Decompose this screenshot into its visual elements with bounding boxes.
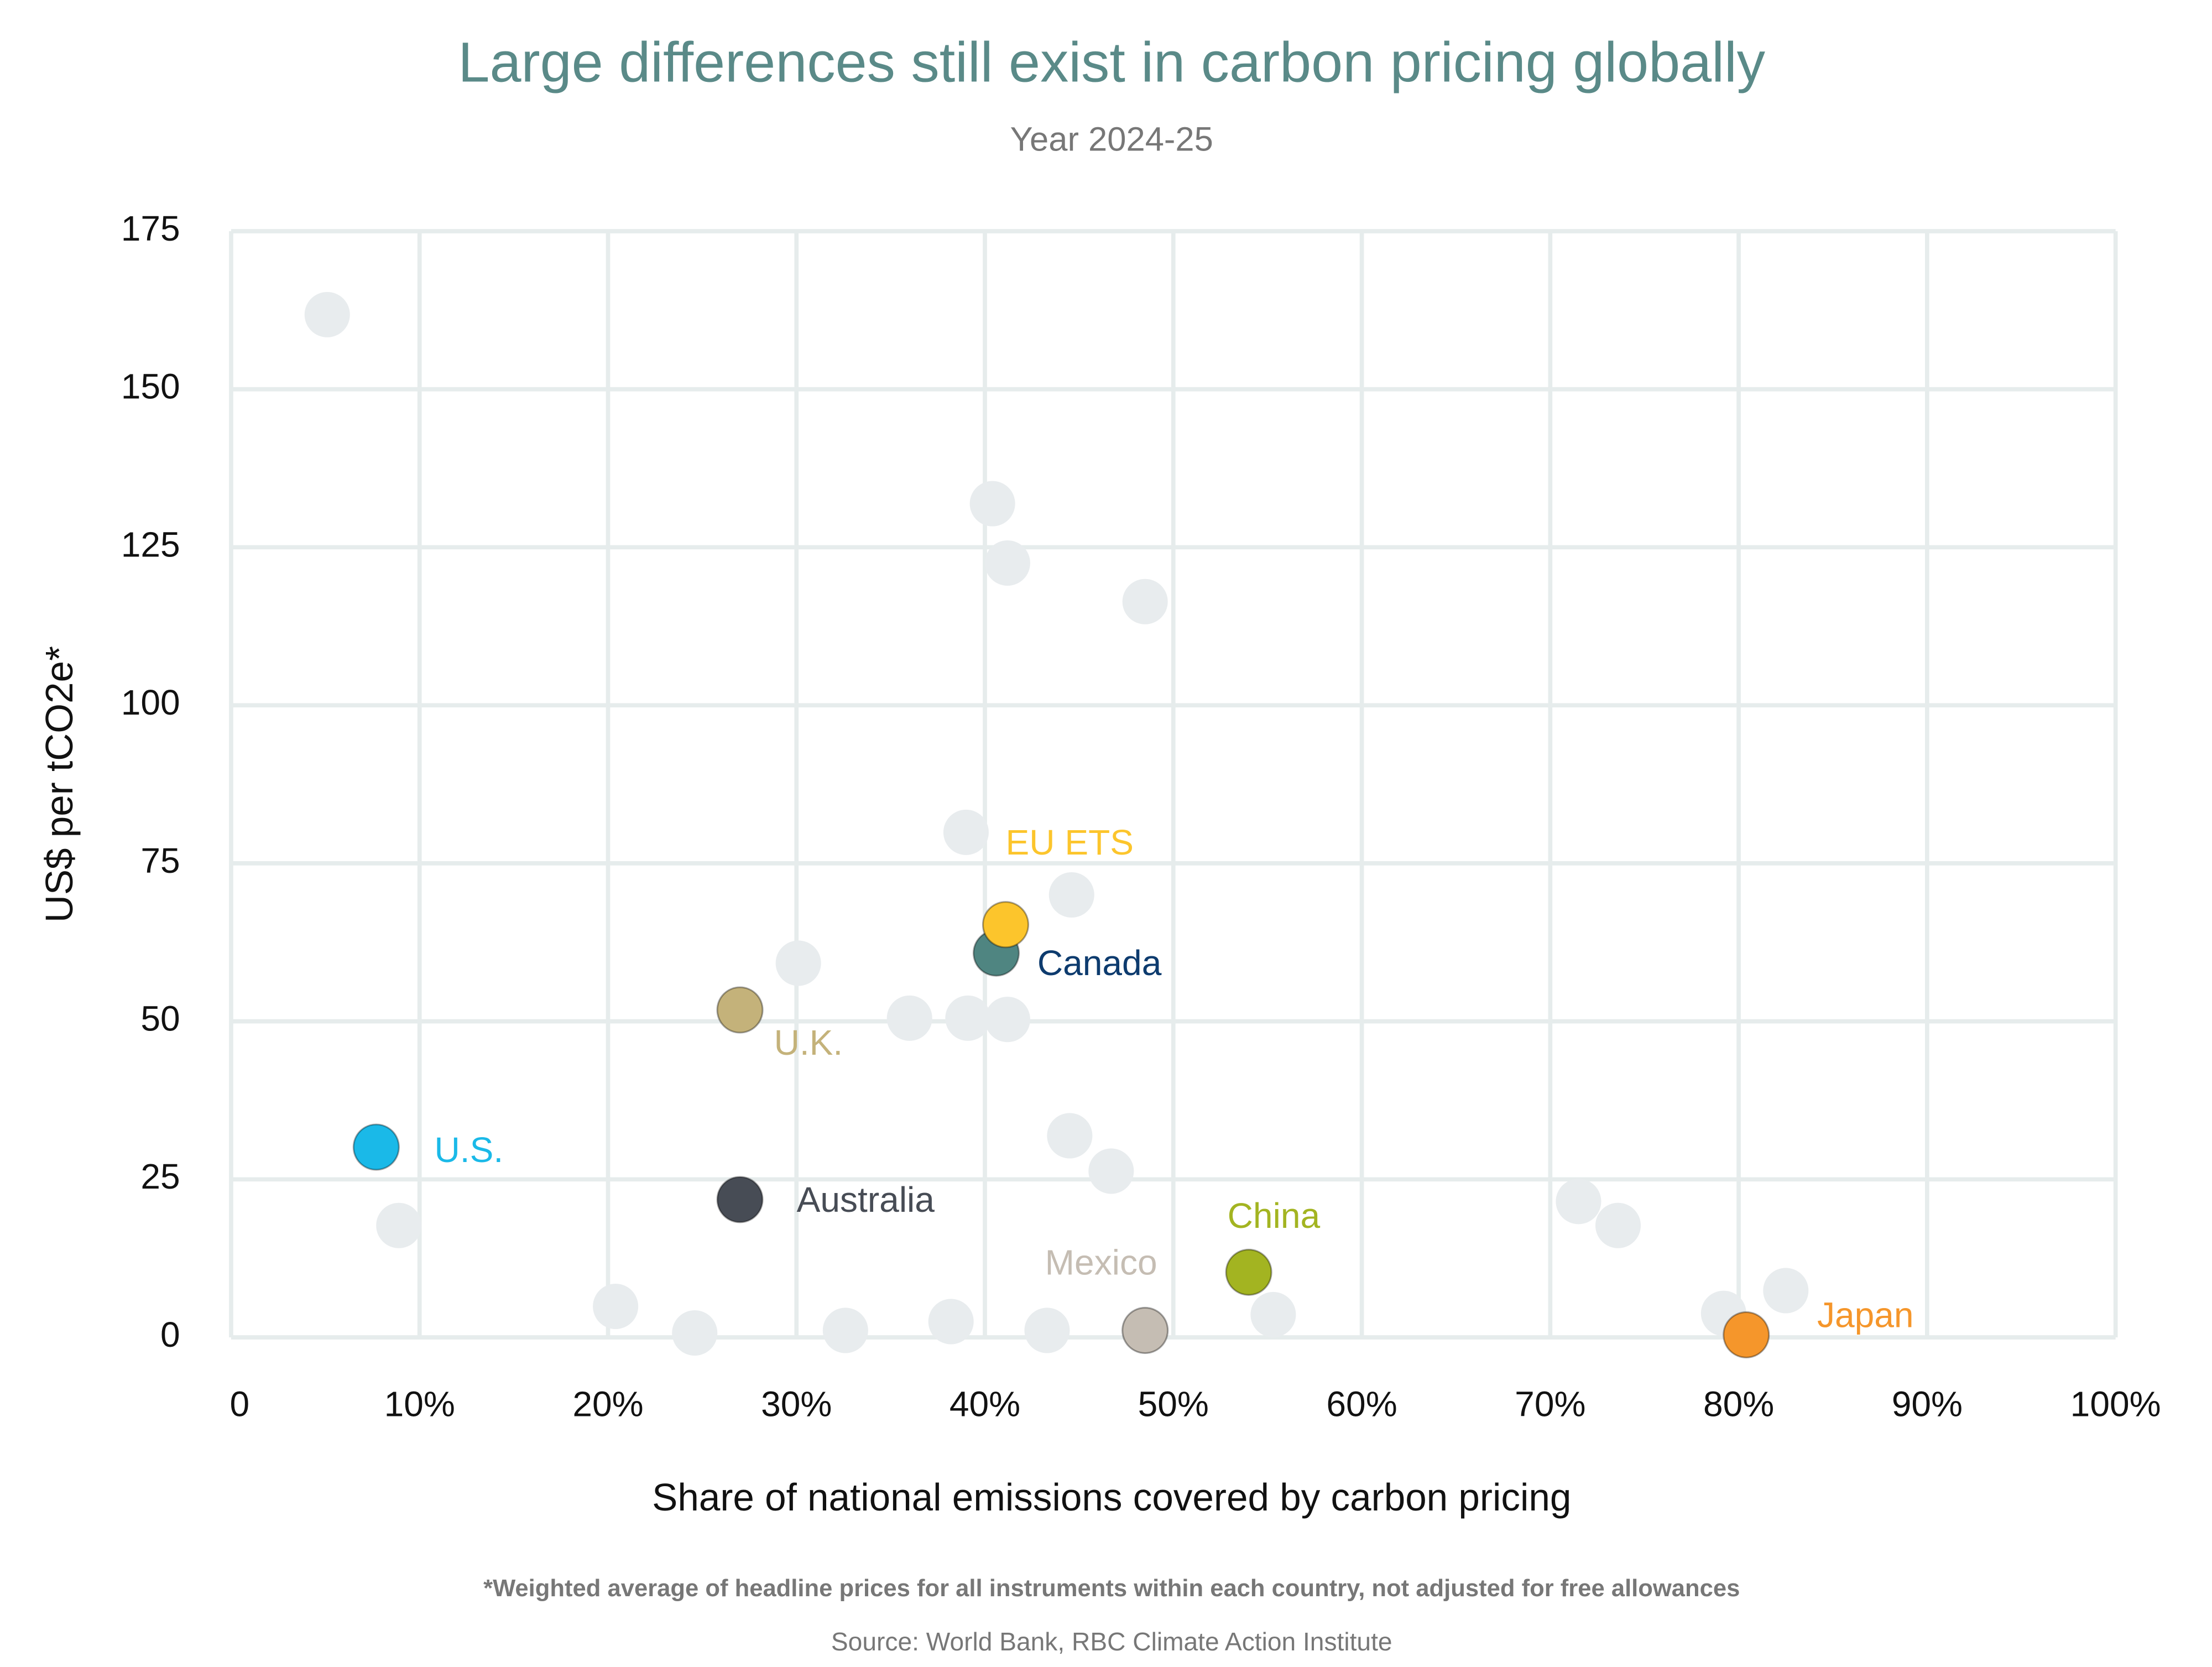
y-tick-label: 50 [140,999,180,1039]
y-axis-label: US$ per tCO2e* [38,646,81,923]
background-point [1763,1268,1809,1314]
x-tick-label: 30% [761,1384,832,1424]
x-tick-label: 90% [1892,1384,1963,1424]
footnote: *Weighted average of headline prices for… [483,1575,1740,1602]
background-point [1556,1179,1601,1225]
background-point [969,481,1015,527]
y-tick-label: 175 [121,209,180,248]
x-tick-label: 20% [572,1384,643,1424]
y-tick-label: 75 [140,841,180,881]
point-label: Australia [797,1180,935,1220]
highlight-point [1121,1306,1169,1355]
background-point [1088,1148,1134,1194]
y-tick-label: 0 [160,1315,180,1355]
highlight-point [716,1176,764,1223]
point-label: Canada [1037,943,1162,983]
highlight-point [1225,1248,1272,1296]
background-point [984,540,1030,586]
point-label: Japan [1817,1295,1914,1335]
x-tick-label: 40% [950,1384,1020,1424]
background-point [1047,1113,1093,1159]
y-tick-label: 150 [121,367,180,407]
background-point [672,1310,718,1356]
background-point [376,1202,422,1248]
source: Source: World Bank, RBC Climate Action I… [831,1627,1392,1656]
x-tick-label: 80% [1703,1384,1774,1424]
point-label: EU ETS [1006,822,1134,862]
chart-subtitle: Year 2024-25 [1010,121,1213,159]
background-point [1595,1202,1641,1248]
point-label: U.S. [434,1130,503,1170]
point-label: U.K. [774,1023,843,1062]
background-point [886,995,932,1041]
background-point [928,1299,974,1345]
x-tick-label: 10% [384,1384,455,1424]
background-point [945,995,991,1041]
point-label: China [1228,1196,1321,1236]
highlight-point [1723,1311,1770,1359]
background-point [1048,872,1094,918]
x-tick-label: 100% [2070,1384,2161,1424]
chart-title: Large differences still exist in carbon … [458,30,1765,94]
highlight-point [716,986,764,1034]
highlight-point [982,901,1030,949]
x-axis-label: Share of national emissions covered by c… [652,1476,1571,1519]
x-tick-label: 0 [230,1384,250,1424]
highlight-point [352,1123,400,1171]
background-point [984,997,1030,1043]
x-tick-label: 50% [1138,1384,1209,1424]
background-point [593,1284,639,1330]
background-point [1024,1307,1070,1353]
background-point [304,291,350,337]
y-tick-label: 100 [121,683,180,722]
x-tick-label: 60% [1326,1384,1397,1424]
y-tick-label: 125 [121,524,180,564]
background-point [775,940,821,986]
background-point [1250,1291,1296,1337]
y-tick-label: 25 [140,1157,180,1196]
background-point [943,809,989,855]
background-point [822,1307,868,1353]
x-tick-label: 70% [1515,1384,1585,1424]
background-point [1122,579,1168,624]
point-label: Mexico [1045,1242,1157,1282]
